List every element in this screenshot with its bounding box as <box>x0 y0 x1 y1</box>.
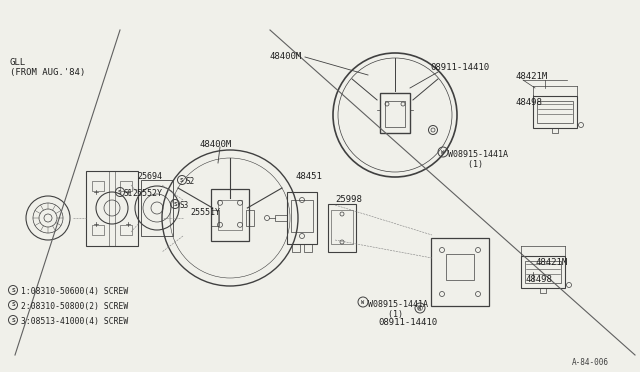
Text: 2:08310-50800(2) SCREW: 2:08310-50800(2) SCREW <box>21 302 128 311</box>
Text: S: S <box>11 317 15 323</box>
Text: S: S <box>11 288 15 292</box>
Text: W: W <box>362 299 365 305</box>
Text: 25998: 25998 <box>335 195 362 204</box>
Text: 48421M: 48421M <box>535 258 567 267</box>
Bar <box>287 192 317 244</box>
Bar <box>292 244 300 252</box>
Text: 48451: 48451 <box>295 172 322 181</box>
Bar <box>211 210 219 226</box>
Text: 48421M: 48421M <box>516 72 548 81</box>
Text: S: S <box>118 189 122 195</box>
Text: S: S <box>173 202 177 206</box>
Text: 48400M: 48400M <box>270 52 302 61</box>
Bar <box>211 189 249 241</box>
Text: S: S <box>11 302 15 308</box>
Bar <box>525 261 561 283</box>
Text: 25694: 25694 <box>137 172 162 181</box>
Bar <box>92 225 104 235</box>
Bar <box>120 181 132 191</box>
Text: W: W <box>442 150 445 154</box>
Text: S2: S2 <box>186 177 195 186</box>
Text: W08915-1441A
    (1): W08915-1441A (1) <box>448 150 508 169</box>
Text: A-84-006: A-84-006 <box>572 358 609 367</box>
Bar <box>120 225 132 235</box>
Bar <box>385 101 405 127</box>
Bar <box>328 204 356 252</box>
Bar <box>446 254 474 280</box>
Bar <box>431 238 489 306</box>
Bar <box>331 210 353 244</box>
Bar <box>291 200 313 232</box>
Text: 08911-14410: 08911-14410 <box>378 318 437 327</box>
Text: 48498: 48498 <box>525 275 552 284</box>
Bar <box>275 215 287 221</box>
Bar <box>86 170 138 246</box>
Bar <box>537 101 573 123</box>
Bar <box>92 181 104 191</box>
Text: S1: S1 <box>124 189 133 198</box>
Text: 25552Y: 25552Y <box>132 189 162 198</box>
Bar <box>141 180 173 236</box>
Text: W: W <box>419 305 422 311</box>
Text: 48498: 48498 <box>516 98 543 107</box>
Text: S: S <box>180 177 184 183</box>
Bar <box>540 288 546 293</box>
Bar <box>521 256 565 288</box>
Text: 1:08310-50600(4) SCREW: 1:08310-50600(4) SCREW <box>21 287 128 296</box>
Text: 25551Y: 25551Y <box>190 208 220 217</box>
Text: W08915-1441A
    (1): W08915-1441A (1) <box>368 300 428 320</box>
Text: 08911-14410: 08911-14410 <box>430 63 489 72</box>
Text: GLL
(FROM AUG.'84): GLL (FROM AUG.'84) <box>10 58 85 77</box>
Bar <box>246 210 254 226</box>
Bar <box>380 93 410 133</box>
Text: S3: S3 <box>179 201 188 210</box>
Bar <box>552 128 558 133</box>
Text: 3:08513-41000(4) SCREW: 3:08513-41000(4) SCREW <box>21 317 128 326</box>
Bar <box>533 96 577 128</box>
Text: 48400M: 48400M <box>200 140 232 149</box>
Bar <box>218 200 242 230</box>
Bar <box>304 244 312 252</box>
